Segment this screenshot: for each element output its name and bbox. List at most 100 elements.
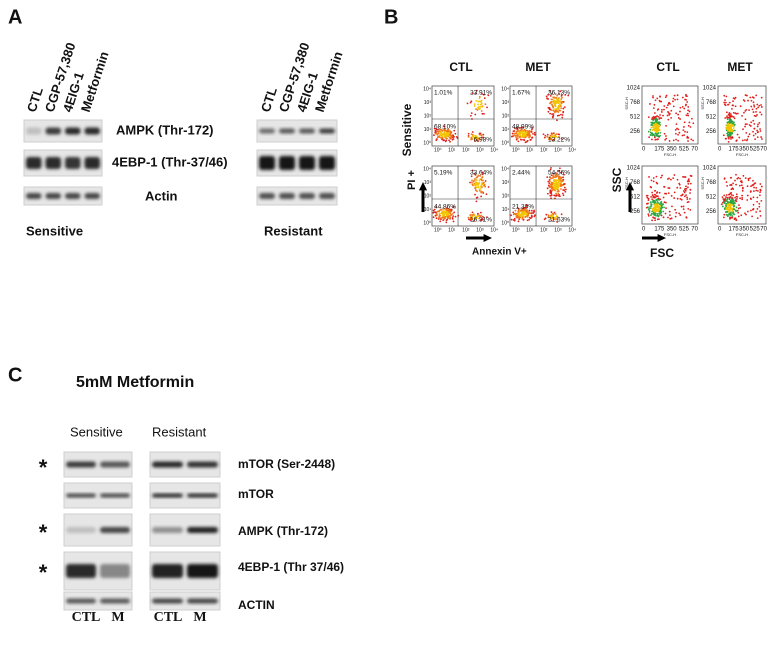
flow-tick: 10¹ (502, 127, 510, 133)
event-dot (732, 111, 735, 114)
event-dot (525, 204, 528, 207)
event-dot (479, 174, 482, 177)
event-dot (730, 191, 733, 194)
event-dot (662, 216, 665, 219)
event-dot (558, 180, 561, 183)
event-dot (560, 177, 563, 180)
event-dot (445, 219, 448, 222)
band (84, 193, 100, 199)
event-dot (753, 105, 756, 108)
event-dot (516, 128, 519, 131)
event-dot (481, 93, 483, 95)
event-dot (549, 102, 551, 104)
event-dot (735, 193, 738, 196)
event-dot (692, 122, 695, 125)
event-dot (480, 182, 483, 185)
event-dot (521, 213, 524, 216)
event-dot (652, 216, 654, 219)
event-dot (655, 138, 657, 141)
event-dot (662, 196, 665, 199)
event-dot (689, 197, 691, 200)
column-label: CTL (656, 60, 679, 74)
scatter-tick: 768 (630, 180, 641, 186)
event-dot (476, 215, 479, 218)
band (279, 156, 295, 170)
event-dot (751, 108, 754, 111)
event-dot (752, 184, 754, 186)
event-dot (549, 112, 552, 115)
event-dot (554, 189, 556, 192)
event-dot (450, 135, 452, 138)
event-dot (549, 189, 552, 192)
event-dot (685, 103, 687, 106)
flow-tick: 10⁰ (512, 227, 520, 233)
event-dot (558, 114, 561, 117)
event-dot (740, 214, 743, 217)
event-dot (522, 207, 525, 209)
event-dot (760, 185, 763, 188)
event-dot (646, 194, 649, 197)
event-dot (452, 220, 455, 223)
event-dot (686, 186, 689, 189)
event-dot (756, 208, 759, 210)
event-dot (687, 182, 690, 185)
flow-tick: 10² (540, 147, 548, 153)
quadrant-value: 6.98% (474, 137, 493, 144)
event-dot (650, 195, 653, 198)
event-dot (687, 124, 690, 127)
lane-label: CTL (154, 610, 183, 625)
event-dot (686, 112, 689, 115)
event-dot (530, 209, 533, 212)
scatter-tick: 256 (630, 129, 641, 135)
arrow-head (483, 233, 492, 243)
event-dot (557, 99, 559, 102)
scatter-tick: 175 (729, 147, 740, 153)
band (26, 193, 42, 199)
event-dot (760, 199, 763, 202)
event-dot (737, 207, 740, 210)
event-dot (524, 132, 527, 135)
event-dot (728, 119, 731, 121)
event-dot (737, 211, 740, 214)
event-dot (522, 130, 525, 133)
event-dot (555, 192, 557, 195)
event-dot (446, 135, 449, 137)
event-dot (752, 111, 755, 113)
event-dot (555, 108, 557, 111)
event-dot (675, 123, 678, 126)
event-dot (467, 132, 470, 135)
event-dot (470, 100, 473, 103)
event-dot (727, 113, 730, 116)
event-dot (521, 133, 524, 136)
band (26, 127, 42, 135)
event-dot (732, 97, 735, 100)
event-dot (555, 96, 557, 99)
event-dot (683, 121, 686, 124)
event-dot (466, 102, 469, 105)
event-dot (558, 92, 560, 95)
event-dot (659, 213, 661, 216)
event-dot (477, 185, 480, 188)
panel-label: A (8, 6, 22, 28)
event-dot (725, 205, 728, 208)
event-dot (513, 130, 516, 132)
event-dot (686, 196, 689, 199)
event-dot (744, 212, 746, 215)
event-dot (441, 133, 444, 136)
event-dot (728, 116, 731, 119)
event-dot (660, 111, 663, 113)
event-dot (484, 103, 487, 106)
event-dot (650, 179, 653, 182)
event-dot (480, 110, 483, 112)
event-dot (656, 121, 659, 124)
event-dot (731, 215, 734, 217)
event-dot (474, 113, 477, 116)
event-dot (553, 179, 555, 181)
event-dot (723, 101, 726, 104)
band (26, 157, 42, 169)
event-dot (726, 208, 729, 211)
band (45, 193, 61, 199)
event-dot (653, 103, 656, 106)
event-dot (520, 135, 523, 138)
event-dot (515, 130, 518, 133)
